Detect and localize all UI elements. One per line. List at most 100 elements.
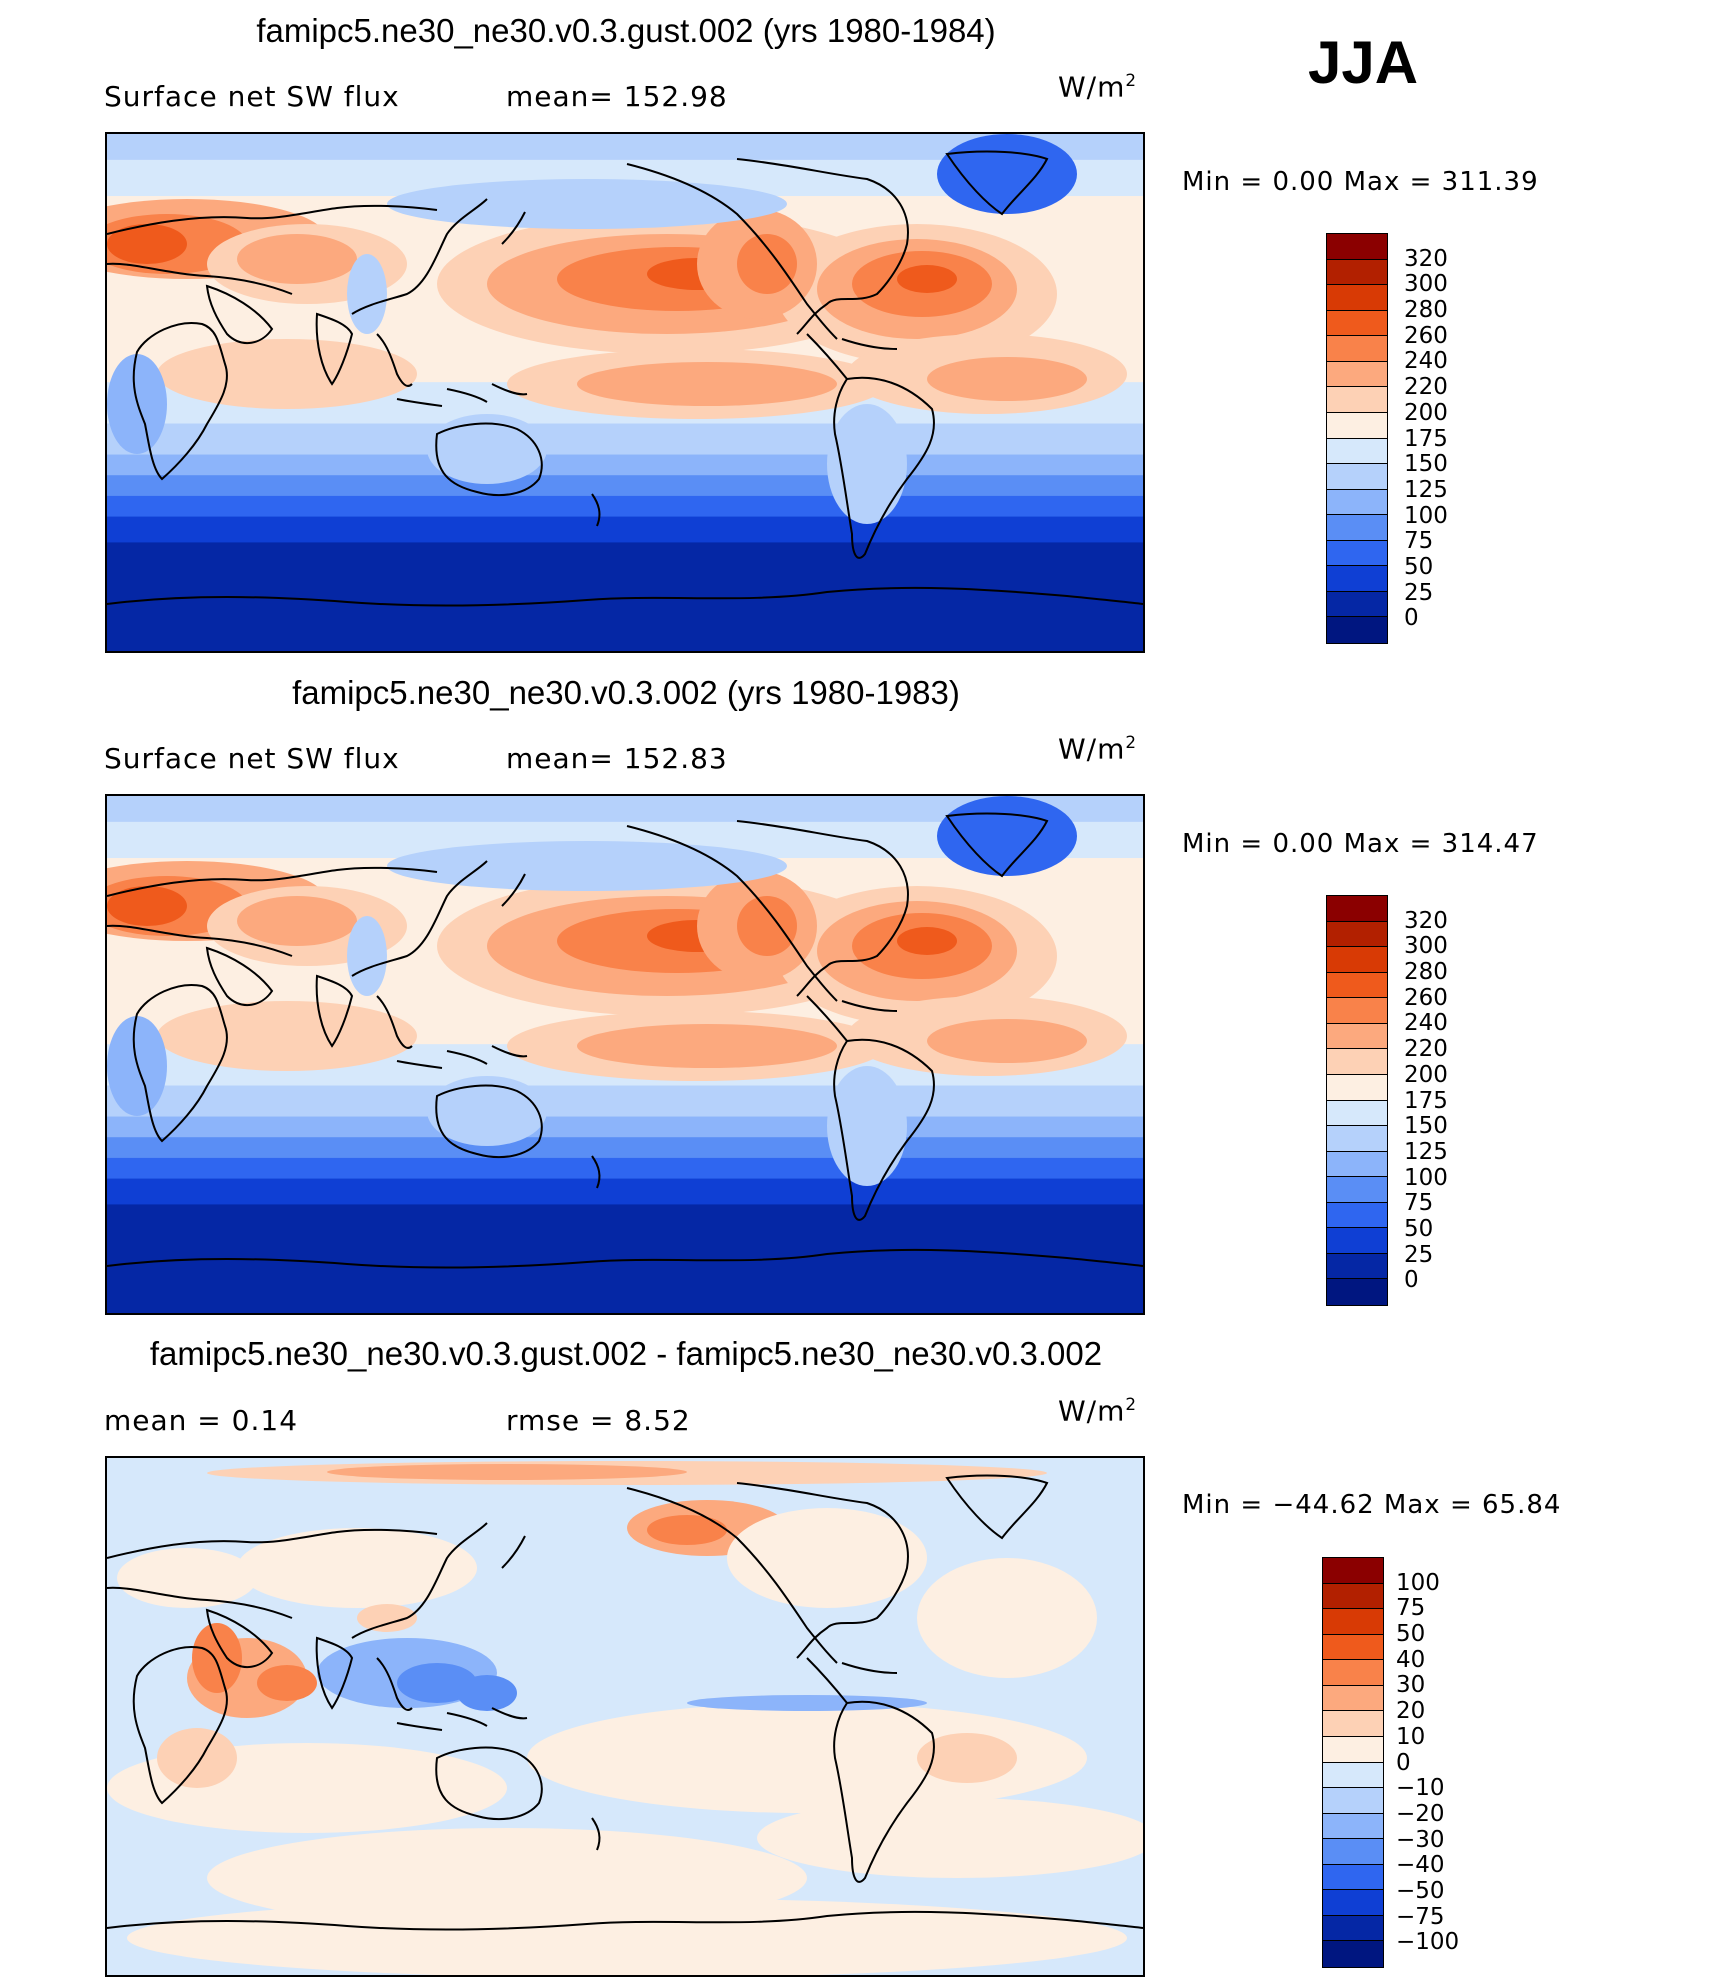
coastline [351,1522,488,1639]
field-contour [107,886,187,926]
colorbar-swatch [1323,1685,1383,1712]
panel-3-mean-label: mean = 0.14 [104,1404,299,1437]
field-contour [897,265,957,293]
coastline [501,873,526,907]
colorbar-swatch [1327,285,1387,311]
field-contour [327,1464,687,1480]
field-contour [827,1066,907,1186]
coastline [806,333,848,380]
coastline [736,820,909,997]
colorbar-tick-label: −100 [1396,1929,1460,1956]
colorbar-swatch [1327,947,1387,973]
panel-3-map-plot [107,1458,1143,1975]
colorbar-tick-label: 320 [1404,907,1448,934]
field-contour [827,404,907,524]
field-contour [897,927,957,955]
coastline [107,586,1143,607]
field-contour [237,896,357,946]
coastline [132,1646,228,1805]
colorbar-tick-label: 150 [1404,1113,1448,1140]
field-band [107,495,1143,518]
panel-1-title: famipc5.ne30_ne30.v0.3.gust.002 (yrs 198… [256,12,996,49]
panel-1-map [105,132,1145,653]
colorbar-swatch [1323,1839,1383,1865]
field-contour [347,254,387,334]
field-band [107,454,1143,477]
field-contour [917,1558,1097,1678]
field-band [107,542,1143,651]
panel-2-title: famipc5.ne30_ne30.v0.3.002 (yrs 1980-198… [292,674,960,711]
colorbar-tick-label: 240 [1404,348,1448,375]
field-contour [427,1076,547,1146]
colorbar-swatch [1323,1660,1383,1686]
panel-3-min-max: Min = −44.62 Max = 65.84 [1182,1490,1562,1520]
colorbar-tick-label: −40 [1396,1852,1445,1879]
field-contour [727,1508,927,1608]
coastline [132,322,228,481]
colorbar-tick-label: 175 [1404,1087,1448,1114]
coastline [376,1657,413,1711]
field-contour [687,1695,927,1711]
colorbar-swatch [1327,1023,1387,1050]
colorbar-tick-label: 10 [1396,1723,1426,1750]
panel-3-rmse-label: rmse = 8.52 [506,1404,691,1437]
colorbar-tick-label: 75 [1396,1595,1426,1622]
coastline [107,1586,293,1619]
colorbar-swatch [1327,387,1387,413]
colorbar-swatch [1327,540,1387,567]
panel-1-units: W/m2 [1058,70,1138,104]
panel-3-units: W/m2 [1058,1394,1138,1428]
colorbar-swatch [1327,1074,1387,1101]
panel-2-colorbar-labels: 320 300 280 260 240 220 200 175 150 125 100 75 50 25 0 [1404,895,1484,1306]
colorbar-swatch [1327,591,1387,618]
colorbar-swatch [1327,515,1387,541]
field-contour [737,234,797,294]
panel-2-map-plot [107,796,1143,1313]
field-contour [157,1728,237,1788]
colorbar-tick-label: 20 [1396,1698,1426,1725]
coastline [315,974,354,1048]
coastline [626,1487,838,1664]
colorbar-tick-label: 50 [1404,1215,1434,1242]
coastline [626,825,838,1002]
coastline [396,398,443,407]
coastline [107,262,293,295]
coastline [491,383,528,396]
colorbar-tick-label: 75 [1404,1190,1434,1217]
coastline [736,1482,909,1659]
field-contour [757,1798,1143,1878]
panel-1-min-max: Min = 0.00 Max = 311.39 [1182,167,1539,197]
colorbar-tick-label: −20 [1396,1800,1445,1827]
field-contour [577,1024,837,1068]
coastline [107,204,438,235]
field-contour [427,414,547,484]
field-contour [937,796,1077,876]
colorbar-tick-label: 50 [1404,553,1434,580]
colorbar-swatch [1327,259,1387,286]
season-label: JJA [1308,29,1419,96]
colorbar-tick-label: −10 [1396,1775,1445,1802]
panel-1-colorbar [1326,233,1388,644]
field-band [107,516,1143,544]
colorbar-tick-label: 25 [1404,579,1434,606]
field-contour [577,362,837,406]
field-band [107,1137,1143,1159]
colorbar-tick-label: −30 [1396,1826,1445,1853]
colorbar-swatch [1327,998,1387,1024]
colorbar-swatch [1323,1558,1383,1584]
colorbar-swatch [1327,617,1387,643]
field-contour [647,1515,727,1545]
coastline [396,1722,443,1731]
colorbar-swatch [1327,412,1387,439]
coastline [833,376,936,559]
field-contour [927,357,1087,401]
field-contour [357,1604,417,1632]
coastline [205,284,274,344]
colorbar-tick-label: 300 [1404,271,1448,298]
colorbar-swatch [1323,1915,1383,1942]
coastline [841,338,898,350]
coastline [107,1910,1143,1931]
field-contour [157,1001,417,1071]
coastline [491,1707,528,1720]
colorbar-tick-label: 280 [1404,959,1448,986]
